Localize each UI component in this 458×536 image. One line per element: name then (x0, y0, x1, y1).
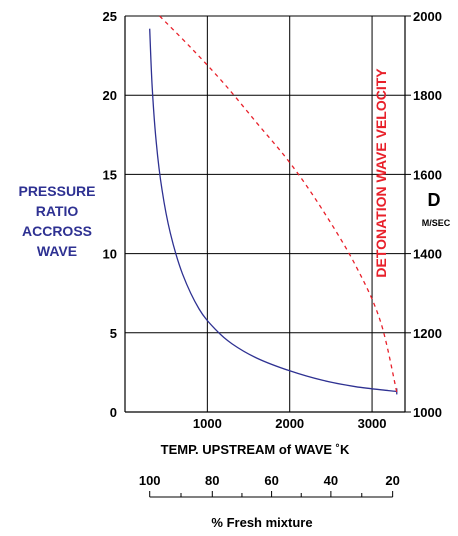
series-pressure-ratio-line (149, 28, 397, 393)
series-layer (149, 15, 398, 395)
axes (124, 15, 411, 413)
right-axis-symbol: D (428, 190, 441, 210)
y-right-tick-label: 1800 (413, 88, 442, 103)
right-axis-unit: M/SEC (422, 218, 451, 228)
left-axis-label-line-2: RATIO (36, 203, 79, 219)
left-axis-label-line-3: ACCROSS (22, 223, 92, 239)
secondary-tick-label: 80 (205, 473, 219, 488)
secondary-tick-label: 40 (324, 473, 338, 488)
y-right-tick-label: 2000 (413, 9, 442, 24)
secondary-axis: 100 80 60 40 20 (139, 473, 400, 498)
y-right-tick-label: 1200 (413, 326, 442, 341)
y-right-tick-label: 1000 (413, 405, 442, 420)
left-axis-label-line-1: PRESSURE (18, 183, 95, 199)
y-left-tick-label: 20 (103, 88, 117, 103)
x-tick-label: 3000 (358, 416, 387, 431)
series-detonation-velocity-line (159, 15, 398, 393)
grid (125, 15, 405, 412)
secondary-tick-label: 60 (264, 473, 278, 488)
y-left-tick-label: 0 (110, 405, 117, 420)
secondary-axis-label: % Fresh mixture (211, 515, 312, 530)
y-left-tick-label: 25 (103, 9, 117, 24)
y-left-tick-label: 10 (103, 247, 117, 262)
y-right-tick-label: 1400 (413, 247, 442, 262)
y-left-tick-label: 5 (110, 326, 117, 341)
right-axis-label: DETONATION WAVE VELOCITY (373, 68, 389, 278)
y-right-tick-label: 1600 (413, 167, 442, 182)
secondary-tick-label: 20 (385, 473, 399, 488)
y-left-tick-label: 15 (103, 167, 117, 182)
x-tick-label: 1000 (193, 416, 222, 431)
x-tick-label: 2000 (275, 416, 304, 431)
x-axis-label: TEMP. UPSTREAM of WAVE ˚K (161, 442, 350, 457)
left-axis-label-line-4: WAVE (37, 243, 77, 259)
tick-labels: 0 5 10 15 20 25 1000 2000 3000 1000 1200 1400 1600 18… (103, 9, 442, 431)
secondary-tick-label: 100 (139, 473, 161, 488)
